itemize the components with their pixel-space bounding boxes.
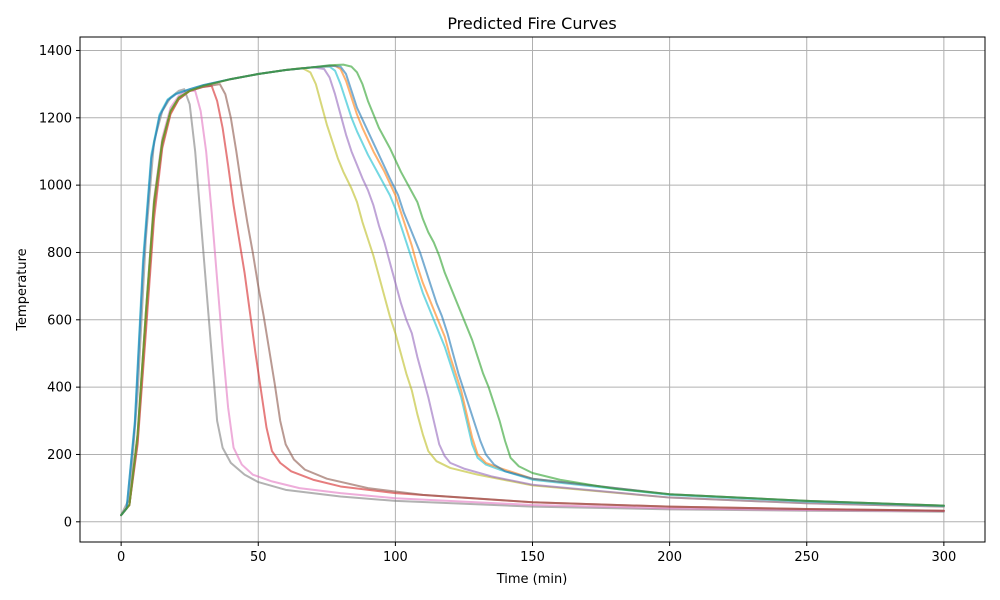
x-tick-label: 200 (657, 550, 682, 565)
x-tick-label: 300 (931, 550, 956, 565)
y-tick-label: 0 (64, 515, 72, 530)
chart-title: Predicted Fire Curves (447, 14, 616, 33)
y-tick-label: 1400 (39, 44, 72, 59)
x-tick-label: 150 (520, 550, 545, 565)
y-axis: 0 200 400 600 800 1000 1200 1400 (39, 44, 80, 530)
y-tick-label: 800 (47, 246, 72, 261)
series-line-9 (120, 64, 945, 517)
x-axis: 0 50 100 150 200 250 300 (117, 542, 956, 565)
x-tick-label: 0 (117, 550, 125, 565)
y-tick-label: 1000 (39, 179, 72, 194)
x-axis-label: Time (min) (496, 572, 568, 587)
y-tick-label: 1200 (39, 111, 72, 126)
series-line-10 (120, 63, 945, 517)
x-tick-label: 250 (794, 550, 819, 565)
y-tick-label: 400 (47, 381, 72, 396)
grid-lines (80, 37, 985, 542)
x-tick-label: 50 (250, 550, 267, 565)
series-layer (120, 63, 945, 517)
y-tick-label: 600 (47, 313, 72, 328)
y-axis-label: Temperature (15, 248, 30, 331)
y-tick-label: 200 (47, 448, 72, 463)
x-tick-label: 100 (383, 550, 408, 565)
